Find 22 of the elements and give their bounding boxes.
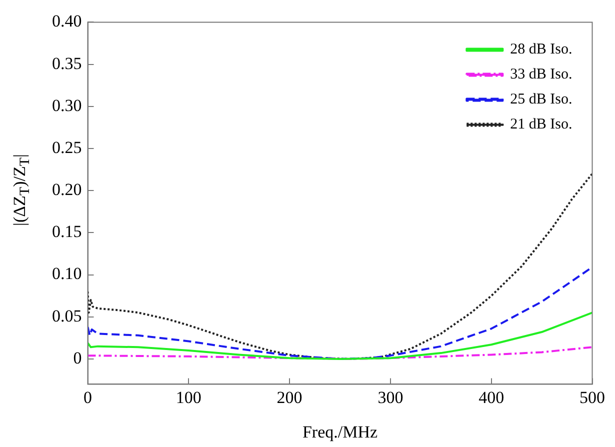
y-tick-label: 0.25 bbox=[52, 138, 82, 157]
legend-label: 25 dB Iso. bbox=[510, 92, 572, 108]
x-tick-label: 300 bbox=[378, 388, 404, 407]
x-tick-label: 200 bbox=[276, 388, 302, 407]
legend-label: 33 dB Iso. bbox=[510, 66, 572, 83]
x-tick-label: 100 bbox=[176, 388, 202, 407]
x-axis-title: Freq./MHz bbox=[302, 422, 378, 442]
y-tick-label: 0.05 bbox=[52, 306, 82, 326]
y-tick-label: 0.30 bbox=[52, 96, 82, 115]
y-tick-label: 0 bbox=[73, 348, 82, 368]
y-tick-label: 0.40 bbox=[52, 12, 82, 31]
y-tick-label: 0.10 bbox=[52, 264, 82, 284]
legend-label: 28 dB Iso. bbox=[510, 42, 572, 58]
x-tick-label: 500 bbox=[580, 388, 605, 407]
legend-label: 21 dB Iso. bbox=[510, 116, 572, 133]
line-series bbox=[88, 172, 592, 360]
y-tick-label: 0.35 bbox=[52, 54, 82, 73]
line-series bbox=[88, 346, 592, 360]
x-tick-label: 400 bbox=[478, 388, 504, 407]
y-tick-label: 0.15 bbox=[52, 222, 82, 242]
line-series bbox=[88, 266, 592, 360]
y-tick-label: 0.20 bbox=[52, 180, 82, 200]
